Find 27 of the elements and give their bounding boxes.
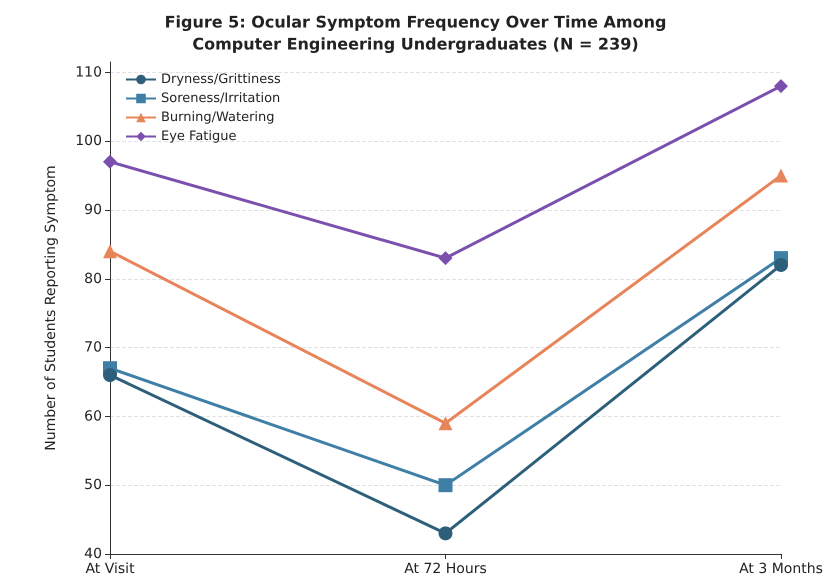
legend-label: Dryness/Grittiness xyxy=(161,72,282,87)
point xyxy=(438,478,452,492)
point xyxy=(103,154,117,169)
y-tick-label: 60 xyxy=(84,408,102,424)
y-tick-label: 40 xyxy=(84,546,102,562)
x-tick-label: At 72 Hours xyxy=(404,561,487,577)
legend-label: Soreness/Irritation xyxy=(161,91,280,106)
y-tick-label: 90 xyxy=(84,202,102,218)
point xyxy=(438,416,452,430)
y-tick-label: 70 xyxy=(84,340,102,356)
y-axis-title: Number of Students Reporting Symptom xyxy=(43,165,59,451)
x-tick-label: At 3 Months xyxy=(739,561,823,577)
y-tick-label: 100 xyxy=(75,133,102,150)
y-tick-label: 110 xyxy=(75,64,102,80)
x-tick-label: At Visit xyxy=(85,561,136,577)
legend-label: Eye Fatigue xyxy=(161,129,236,144)
point xyxy=(103,244,117,258)
point xyxy=(438,526,452,540)
y-tick-label: 50 xyxy=(84,477,102,494)
point xyxy=(774,79,788,94)
point xyxy=(774,258,788,272)
legend-label: Burning/Watering xyxy=(161,110,275,125)
point xyxy=(103,368,117,382)
point xyxy=(438,251,452,266)
y-tick-label: 80 xyxy=(84,270,102,287)
chart-title: Figure 5: Ocular Symptom Frequency Over Time Among Computer Engineering Undergraduates (N = 239) xyxy=(164,12,666,54)
point xyxy=(774,168,788,183)
